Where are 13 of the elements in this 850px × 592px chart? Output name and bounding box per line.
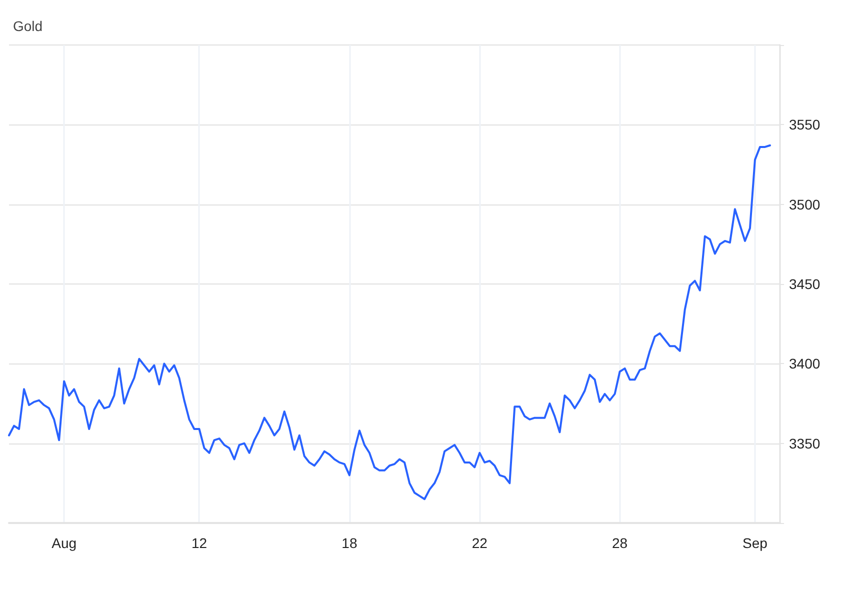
x-tick-label: 18 <box>342 535 358 551</box>
chart-title: Gold <box>13 18 43 34</box>
line-series <box>8 144 771 500</box>
x-tick-label: 28 <box>612 535 628 551</box>
y-tick-label: 3550 <box>789 116 820 133</box>
y-tick-label: 3400 <box>789 356 820 372</box>
y-tick-label: 3450 <box>789 276 820 292</box>
y-tick-label: 3500 <box>789 196 820 212</box>
x-tick-label: Sep <box>742 535 768 551</box>
x-tick-label: 22 <box>472 535 488 551</box>
x-tick-label: Aug <box>52 535 77 551</box>
y-tick-label: 3350 <box>789 435 820 452</box>
x-tick-label: 12 <box>191 535 208 551</box>
